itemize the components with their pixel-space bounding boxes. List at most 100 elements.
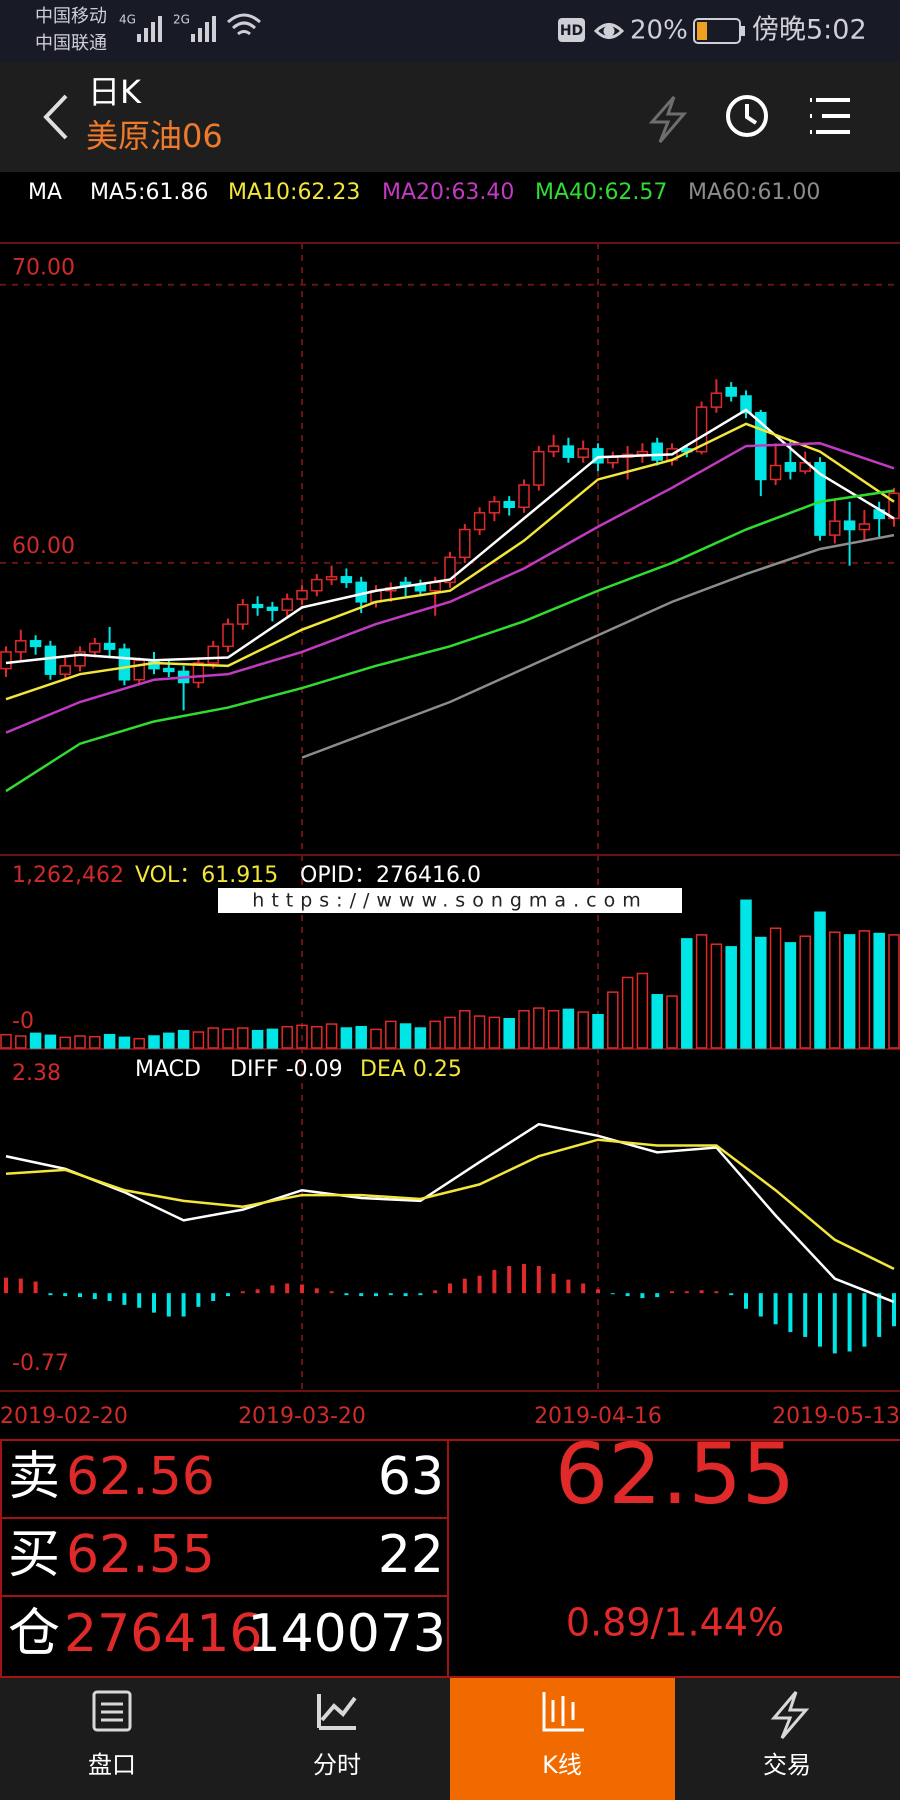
clock: 傍晚5:02 xyxy=(752,15,867,46)
macd-bar xyxy=(448,1283,452,1294)
tab[interactable]: 分时 xyxy=(313,1694,361,1779)
tab[interactable]: 盘口 xyxy=(88,1690,136,1779)
macd-bar xyxy=(729,1293,734,1296)
tab-icon xyxy=(770,1691,810,1739)
candle-body xyxy=(207,645,219,664)
macd-bar xyxy=(507,1266,512,1294)
volume-bar xyxy=(755,936,767,1049)
y-tick-label: 60.00 xyxy=(12,534,75,559)
legend-entry: DEA 0.25 xyxy=(360,1057,462,1082)
volume-bar xyxy=(666,995,678,1049)
candle-body xyxy=(296,589,308,600)
volume-bar xyxy=(459,1009,471,1049)
volume-bar xyxy=(385,1020,397,1049)
candle-body xyxy=(59,665,71,675)
tab-label: K线 xyxy=(542,1751,582,1779)
legend-entry: DIFF -0.09 xyxy=(230,1057,343,1082)
flash-button[interactable] xyxy=(648,96,688,143)
volume-bar xyxy=(281,1025,293,1049)
chart-layer: 70.00 60.00 2019-02-20 2019-03-20 2019-04-16… xyxy=(0,180,900,1429)
y-tick-label: 70.00 xyxy=(12,256,75,281)
volume-bar xyxy=(695,934,708,1049)
volume-bar xyxy=(473,1015,486,1049)
menu-button[interactable] xyxy=(810,98,850,134)
macd-bar xyxy=(63,1293,68,1297)
volume-bar xyxy=(858,930,871,1049)
x-tick-label: 2019-04-16 xyxy=(534,1404,662,1429)
history-button[interactable] xyxy=(726,95,768,137)
line-series xyxy=(5,1138,895,1271)
volume-bar xyxy=(399,1023,412,1049)
candle-body xyxy=(251,603,264,609)
macd-bar xyxy=(166,1293,171,1317)
macd-bar xyxy=(462,1278,467,1294)
bid-price: 62.55 xyxy=(66,1525,215,1585)
line-series xyxy=(5,408,895,665)
volume-bar xyxy=(533,1007,545,1049)
tab[interactable]: K线 xyxy=(542,1692,584,1779)
tab-label: 分时 xyxy=(313,1751,361,1779)
volume-bar xyxy=(710,943,723,1049)
macd-bar xyxy=(48,1293,53,1296)
annotation: OPID：276416.0 xyxy=(300,863,481,888)
volume-bar xyxy=(103,1033,116,1049)
macd-bar xyxy=(418,1293,423,1296)
quote-border xyxy=(0,1439,900,1678)
legend-entry: MA60:61.00 xyxy=(688,180,820,205)
candle-body xyxy=(518,484,530,509)
volume-bar xyxy=(843,934,856,1049)
macd-bar xyxy=(847,1293,852,1352)
volume-bar xyxy=(325,1023,338,1049)
macd-bar xyxy=(581,1283,586,1294)
volume-bar xyxy=(799,935,811,1049)
candle-body xyxy=(237,603,249,625)
volume-bar xyxy=(355,1025,367,1049)
macd-bar xyxy=(818,1293,822,1347)
volume-bar xyxy=(44,1034,57,1049)
x-tick-label: 2019-03-20 xyxy=(238,1404,366,1429)
oi-label: 仓 xyxy=(8,1604,60,1664)
watermark-box xyxy=(218,888,682,913)
candle-body xyxy=(266,606,279,611)
y-tick-label: -0.77 xyxy=(12,1351,69,1376)
volume-bar xyxy=(740,899,752,1049)
x-tick-label: 2019-05-13 xyxy=(772,1404,900,1429)
volume-bar xyxy=(59,1036,71,1049)
volume-bar xyxy=(296,1024,308,1049)
volume-bar xyxy=(607,991,619,1049)
macd-bar xyxy=(240,1291,245,1294)
candle-body xyxy=(533,450,545,486)
candle-body xyxy=(710,392,723,408)
volume-bar xyxy=(163,1032,175,1049)
bid-size: 22 xyxy=(378,1525,444,1585)
macd-bar xyxy=(773,1293,778,1325)
candle-body xyxy=(547,445,560,453)
network: 4G xyxy=(119,13,136,27)
candle-body xyxy=(118,648,131,681)
macd-bar xyxy=(344,1293,349,1296)
battery-level: 20% xyxy=(630,16,688,46)
volume-bar xyxy=(251,1029,264,1049)
back-button[interactable] xyxy=(43,94,68,140)
volume-bar xyxy=(873,932,885,1049)
volume-bar xyxy=(577,1011,589,1049)
legend-entry: MA40:62.57 xyxy=(535,180,667,205)
candle-body xyxy=(414,584,427,592)
volume-bar xyxy=(207,1027,219,1049)
macd-bar xyxy=(536,1266,541,1294)
candle-body xyxy=(192,662,205,684)
macd-bar xyxy=(359,1293,364,1297)
volume-bar xyxy=(562,1008,575,1049)
volume-bar xyxy=(444,1016,456,1049)
tab[interactable]: 交易 xyxy=(763,1691,811,1779)
candle-body xyxy=(769,464,782,481)
y-tick-label: -0 xyxy=(12,1009,34,1034)
price-change: 0.89/1.44% xyxy=(566,1601,784,1645)
macd-bar xyxy=(625,1293,630,1297)
macd-bar xyxy=(314,1288,319,1294)
ask-label: 卖 xyxy=(8,1447,60,1507)
legend-entry: MA20:63.40 xyxy=(382,180,514,205)
annotation: VOL：61.915 xyxy=(135,863,278,888)
volume-bar xyxy=(266,1028,279,1049)
